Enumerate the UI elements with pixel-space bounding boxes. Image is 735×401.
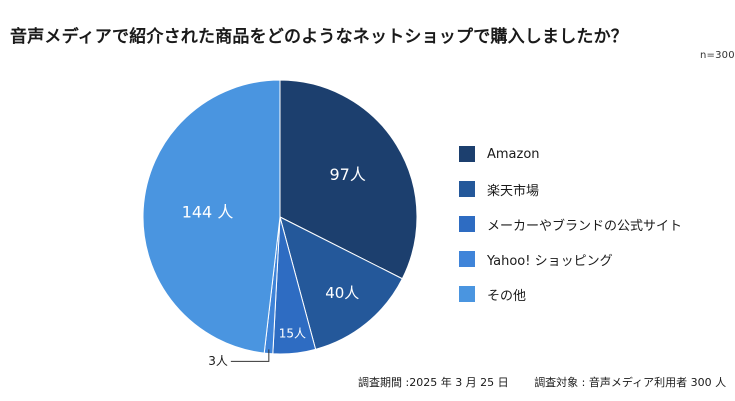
legend-label: メーカーやブランドの公式サイト [487,218,683,234]
legend-item-other: その他 [459,285,682,304]
legend-item-rakuten: 楽天市場 [459,180,682,199]
legend-label: Yahoo! ショッピング [487,253,613,269]
slice-rakuten [279,216,403,350]
leader-line-yahoo [230,349,270,362]
survey-target: 調査対象 : 音声メディア利用者 300 人 [534,376,727,389]
survey-period: 調査期間 :2025 年 3 月 25 日 [358,376,509,389]
legend-item-amazon: Amazon [459,145,682,163]
sample-size: n=300 [700,50,735,61]
legend: Amazon 楽天市場 メーカーやブランドの公式サイト Yahoo! ショッピン… [459,145,682,320]
label-amazon: 97人 [329,165,365,184]
legend-swatch [459,251,475,267]
chart-title: 音声メディアで紹介された商品をどのようなネットショップで購入しましたか？ n=3… [10,22,735,61]
legend-item-yahoo: Yahoo! ショッピング [459,250,682,269]
label-yahoo: 3人 [208,354,228,368]
label-other: 144 人 [182,202,234,221]
legend-label: その他 [487,288,527,304]
label-official-site: 15人 [279,327,306,341]
slice-amazon [279,79,418,280]
legend-label: Amazon [487,146,540,162]
legend-swatch [459,216,475,232]
legend-label: 楽天市場 [487,183,540,199]
survey-footnote: 調査期間 :2025 年 3 月 25 日 調査対象 : 音声メディア利用者 3… [358,374,726,390]
slice-other [142,79,281,354]
legend-item-official-site: メーカーやブランドの公式サイト [459,215,683,234]
chart-title-text: 音声メディアで紹介された商品をどのようなネットショップで購入しましたか？ [10,27,629,47]
legend-swatch [459,181,475,197]
legend-swatch [459,146,475,162]
legend-swatch [459,286,475,302]
label-rakuten: 40人 [325,284,359,302]
